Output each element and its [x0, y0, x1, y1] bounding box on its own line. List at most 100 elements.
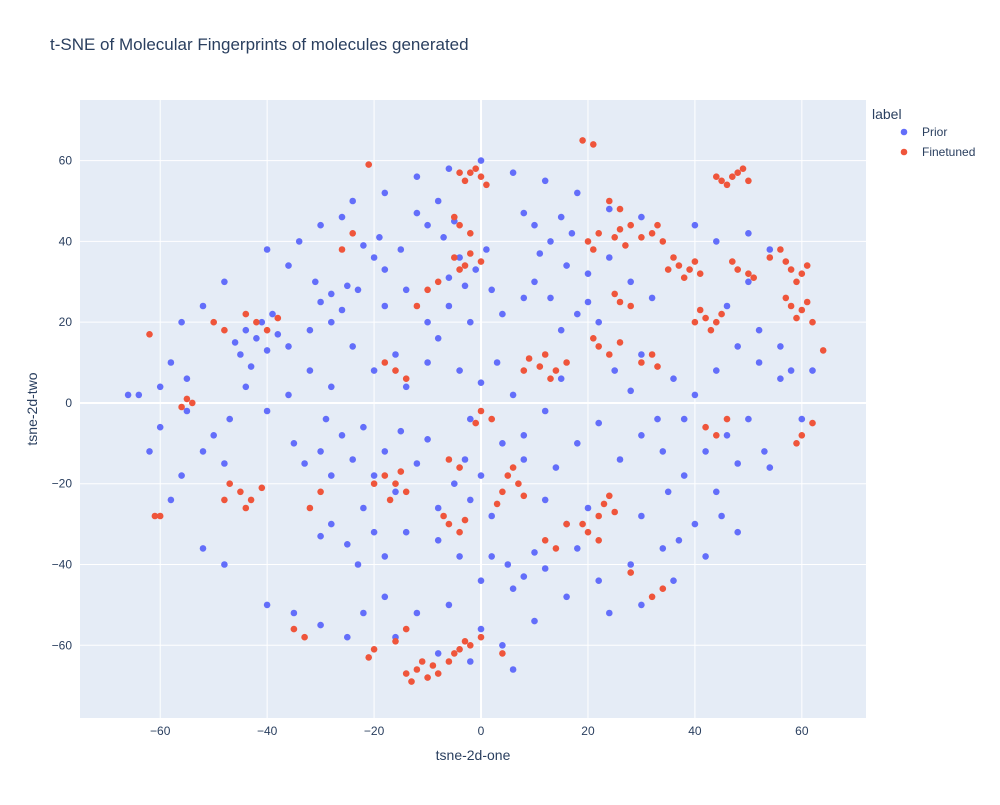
point-prior[interactable]	[574, 440, 581, 447]
point-prior[interactable]	[445, 601, 453, 609]
point-prior[interactable]	[477, 157, 485, 164]
point-prior[interactable]	[397, 246, 405, 253]
point-finetuned[interactable]	[402, 488, 410, 496]
point-prior[interactable]	[317, 621, 324, 629]
point-finetuned[interactable]	[675, 262, 683, 269]
point-prior[interactable]	[798, 415, 806, 423]
point-finetuned[interactable]	[189, 399, 196, 407]
point-prior[interactable]	[536, 250, 544, 257]
point-prior[interactable]	[713, 488, 720, 496]
point-prior[interactable]	[483, 246, 490, 253]
point-prior[interactable]	[269, 310, 276, 318]
point-prior[interactable]	[509, 391, 517, 399]
point-prior[interactable]	[344, 633, 351, 641]
point-finetuned[interactable]	[579, 520, 586, 528]
point-prior[interactable]	[734, 460, 741, 467]
point-finetuned[interactable]	[429, 662, 437, 669]
point-prior[interactable]	[424, 359, 431, 366]
point-finetuned[interactable]	[686, 266, 693, 273]
point-finetuned[interactable]	[434, 670, 442, 677]
point-finetuned[interactable]	[381, 359, 389, 366]
point-prior[interactable]	[370, 254, 378, 261]
point-finetuned[interactable]	[317, 488, 324, 496]
point-finetuned[interactable]	[702, 314, 709, 322]
point-prior[interactable]	[263, 601, 271, 609]
point-prior[interactable]	[659, 545, 667, 552]
point-prior[interactable]	[638, 601, 645, 609]
point-prior[interactable]	[167, 496, 175, 504]
point-finetuned[interactable]	[397, 468, 405, 475]
point-prior[interactable]	[253, 335, 260, 342]
point-finetuned[interactable]	[472, 165, 480, 172]
point-prior[interactable]	[611, 367, 618, 374]
point-prior[interactable]	[317, 532, 324, 540]
point-prior[interactable]	[541, 177, 549, 185]
point-prior[interactable]	[424, 436, 431, 443]
point-prior[interactable]	[312, 278, 319, 286]
point-finetuned[interactable]	[713, 173, 720, 180]
point-prior[interactable]	[424, 318, 431, 326]
point-prior[interactable]	[381, 302, 389, 310]
point-finetuned[interactable]	[381, 472, 389, 479]
point-prior[interactable]	[557, 375, 565, 383]
point-prior[interactable]	[290, 440, 298, 447]
point-finetuned[interactable]	[670, 254, 677, 261]
point-prior[interactable]	[413, 173, 421, 180]
point-prior[interactable]	[627, 278, 634, 286]
point-prior[interactable]	[328, 318, 335, 326]
point-prior[interactable]	[301, 460, 308, 467]
point-finetuned[interactable]	[739, 165, 747, 172]
point-finetuned[interactable]	[782, 258, 790, 265]
point-prior[interactable]	[574, 189, 581, 197]
point-prior[interactable]	[520, 456, 528, 463]
point-prior[interactable]	[178, 472, 185, 479]
point-finetuned[interactable]	[595, 537, 602, 544]
point-finetuned[interactable]	[782, 294, 790, 302]
point-finetuned[interactable]	[600, 500, 608, 508]
point-prior[interactable]	[370, 367, 378, 374]
point-finetuned[interactable]	[456, 266, 463, 273]
point-prior[interactable]	[557, 213, 565, 221]
point-prior[interactable]	[135, 391, 143, 399]
point-finetuned[interactable]	[536, 363, 544, 370]
point-prior[interactable]	[349, 343, 357, 350]
point-finetuned[interactable]	[418, 658, 426, 665]
point-prior[interactable]	[691, 391, 699, 399]
point-prior[interactable]	[402, 286, 410, 294]
point-finetuned[interactable]	[798, 432, 806, 439]
point-prior[interactable]	[755, 326, 763, 334]
point-prior[interactable]	[290, 609, 298, 617]
point-prior[interactable]	[488, 286, 496, 294]
point-finetuned[interactable]	[734, 169, 741, 176]
point-prior[interactable]	[691, 221, 699, 229]
point-finetuned[interactable]	[445, 520, 453, 528]
point-prior[interactable]	[520, 432, 528, 439]
point-finetuned[interactable]	[520, 492, 528, 500]
point-finetuned[interactable]	[648, 593, 656, 601]
point-prior[interactable]	[199, 448, 207, 455]
point-finetuned[interactable]	[793, 314, 800, 322]
point-prior[interactable]	[370, 528, 378, 536]
point-prior[interactable]	[328, 520, 335, 528]
point-finetuned[interactable]	[584, 238, 592, 245]
point-prior[interactable]	[360, 242, 367, 249]
point-prior[interactable]	[499, 310, 506, 318]
point-finetuned[interactable]	[515, 480, 522, 488]
point-finetuned[interactable]	[702, 423, 709, 431]
point-prior[interactable]	[467, 318, 474, 326]
point-finetuned[interactable]	[793, 440, 800, 447]
point-prior[interactable]	[402, 528, 410, 536]
point-finetuned[interactable]	[659, 238, 667, 245]
point-prior[interactable]	[595, 577, 602, 584]
point-prior[interactable]	[461, 282, 469, 290]
point-prior[interactable]	[745, 415, 752, 423]
point-prior[interactable]	[210, 432, 217, 439]
point-finetuned[interactable]	[365, 654, 373, 661]
point-prior[interactable]	[221, 278, 228, 286]
point-prior[interactable]	[263, 347, 271, 354]
point-prior[interactable]	[627, 387, 634, 395]
point-finetuned[interactable]	[606, 351, 613, 358]
point-prior[interactable]	[691, 520, 699, 528]
point-finetuned[interactable]	[392, 367, 399, 374]
point-finetuned[interactable]	[408, 678, 415, 685]
